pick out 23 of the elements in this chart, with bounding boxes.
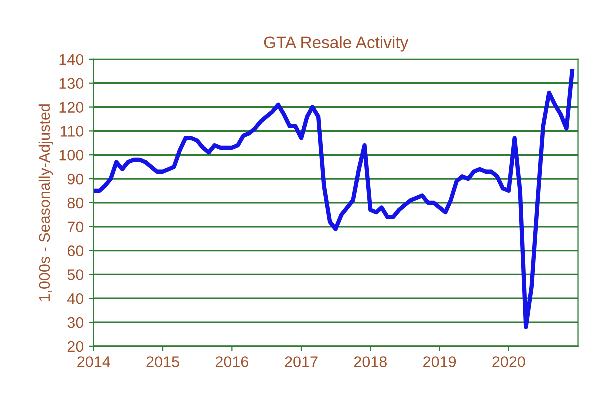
y-tick-label: 70 xyxy=(68,222,84,233)
x-tick-label: 2020 xyxy=(492,356,526,368)
x-tick-label: 2019 xyxy=(424,356,456,368)
y-tick-label: 20 xyxy=(68,341,84,352)
y-tick-label: 90 xyxy=(68,174,84,185)
y-tick-label: 110 xyxy=(60,126,84,137)
y-axis-title: 1,000s - Seasonally-Adjusted xyxy=(38,104,54,302)
y-tick-label: 60 xyxy=(68,246,84,256)
line-series xyxy=(94,69,574,330)
x-tick-label: 2016 xyxy=(216,356,248,368)
x-tick-label: 2017 xyxy=(285,356,318,368)
y-tick-label: 140 xyxy=(60,54,84,66)
x-tick-label: 2018 xyxy=(354,356,387,368)
y-tick-label: 50 xyxy=(68,270,84,280)
y-tick-label: 130 xyxy=(60,78,84,90)
y-tick-label: 80 xyxy=(68,198,84,209)
y-tick-label: 30 xyxy=(68,317,84,328)
x-tick-label: 2015 xyxy=(146,356,180,368)
y-tick-label: 120 xyxy=(60,102,84,113)
x-tick-label: 2014 xyxy=(78,356,110,368)
chart-title: GTA Resale Activity xyxy=(264,36,409,52)
y-tick-label: 40 xyxy=(68,293,84,304)
y-tick-label: 100 xyxy=(60,150,84,161)
